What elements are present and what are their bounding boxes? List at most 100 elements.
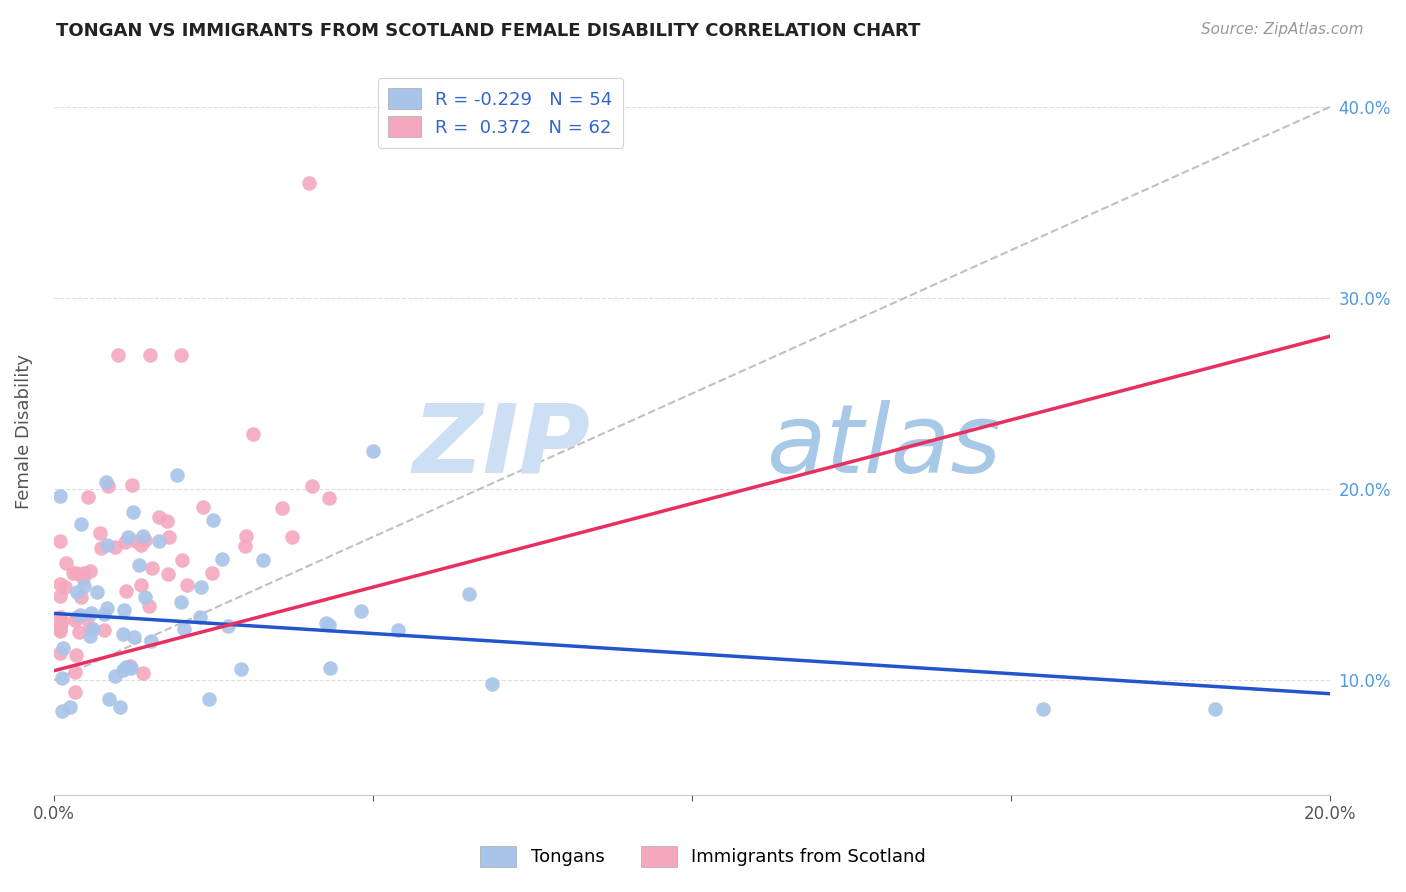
Point <box>198 692 221 706</box>
Point <box>104 540 127 554</box>
Point <box>104 668 127 682</box>
Point <box>76 612 98 626</box>
Point <box>90 541 112 556</box>
Point <box>70 590 93 604</box>
Point <box>157 530 180 544</box>
Text: ZIP: ZIP <box>412 400 591 492</box>
Point <box>73 566 96 580</box>
Point <box>65 613 87 627</box>
Point <box>49 646 72 660</box>
Y-axis label: Female Disability: Female Disability <box>15 354 32 509</box>
Point <box>97 692 120 706</box>
Point <box>118 659 141 673</box>
Point <box>70 517 93 532</box>
Point <box>66 585 89 599</box>
Point <box>315 616 337 631</box>
Point <box>117 530 139 544</box>
Point <box>79 622 101 636</box>
Point <box>481 677 503 691</box>
Point <box>96 600 118 615</box>
Point <box>387 623 409 637</box>
Point <box>65 610 87 624</box>
Point <box>51 671 73 685</box>
Point <box>141 561 163 575</box>
Point <box>124 533 146 548</box>
Point <box>235 529 257 543</box>
Point <box>69 607 91 622</box>
Point <box>114 584 136 599</box>
Point <box>59 700 82 714</box>
Point <box>318 618 340 632</box>
Point <box>173 622 195 636</box>
Text: TONGAN VS IMMIGRANTS FROM SCOTLAND FEMALE DISABILITY CORRELATION CHART: TONGAN VS IMMIGRANTS FROM SCOTLAND FEMAL… <box>56 22 921 40</box>
Point <box>156 514 179 528</box>
Point <box>51 615 73 629</box>
Point <box>172 553 194 567</box>
Point <box>211 552 233 566</box>
Point <box>217 619 239 633</box>
Point <box>49 534 72 549</box>
Point <box>1032 702 1054 716</box>
Point <box>49 622 72 636</box>
Point <box>79 564 101 578</box>
Point <box>49 610 72 624</box>
Point <box>281 530 304 544</box>
Point <box>129 538 152 552</box>
Point <box>62 566 84 581</box>
Point <box>52 640 75 655</box>
Point <box>134 590 156 604</box>
Point <box>301 479 323 493</box>
Point <box>49 620 72 634</box>
Point <box>93 624 115 638</box>
Point <box>148 509 170 524</box>
Point <box>49 577 72 591</box>
Point <box>233 539 256 553</box>
Point <box>112 663 135 677</box>
Point <box>229 662 252 676</box>
Point <box>49 589 72 603</box>
Point <box>80 607 103 621</box>
Point <box>72 571 94 585</box>
Point <box>361 444 384 458</box>
Legend: R = -0.229   N = 54, R =  0.372   N = 62: R = -0.229 N = 54, R = 0.372 N = 62 <box>378 78 623 148</box>
Point <box>191 500 214 514</box>
Point <box>65 685 87 699</box>
Point <box>96 475 118 490</box>
Point <box>134 533 156 548</box>
Point <box>65 566 87 580</box>
Point <box>129 578 152 592</box>
Point <box>242 427 264 442</box>
Point <box>93 607 115 622</box>
Point <box>138 599 160 614</box>
Point <box>252 552 274 566</box>
Text: Source: ZipAtlas.com: Source: ZipAtlas.com <box>1201 22 1364 37</box>
Point <box>122 631 145 645</box>
Point <box>108 700 131 714</box>
Point <box>202 513 225 527</box>
Point <box>114 534 136 549</box>
Point <box>63 665 86 679</box>
Point <box>112 602 135 616</box>
Point <box>73 579 96 593</box>
Point <box>55 557 77 571</box>
Point <box>115 660 138 674</box>
Point <box>190 580 212 594</box>
Point <box>157 567 180 582</box>
Point <box>89 526 111 541</box>
Point <box>107 348 129 362</box>
Point <box>201 566 224 580</box>
Point <box>97 479 120 493</box>
Point <box>131 529 153 543</box>
Point <box>79 628 101 642</box>
Point <box>49 489 72 503</box>
Point <box>53 580 76 594</box>
Point <box>67 624 90 639</box>
Point <box>170 595 193 609</box>
Point <box>148 533 170 548</box>
Point <box>96 538 118 552</box>
Point <box>111 626 134 640</box>
Point <box>270 500 292 515</box>
Legend: Tongans, Immigrants from Scotland: Tongans, Immigrants from Scotland <box>472 838 934 874</box>
Point <box>65 648 87 663</box>
Point <box>1204 702 1226 716</box>
